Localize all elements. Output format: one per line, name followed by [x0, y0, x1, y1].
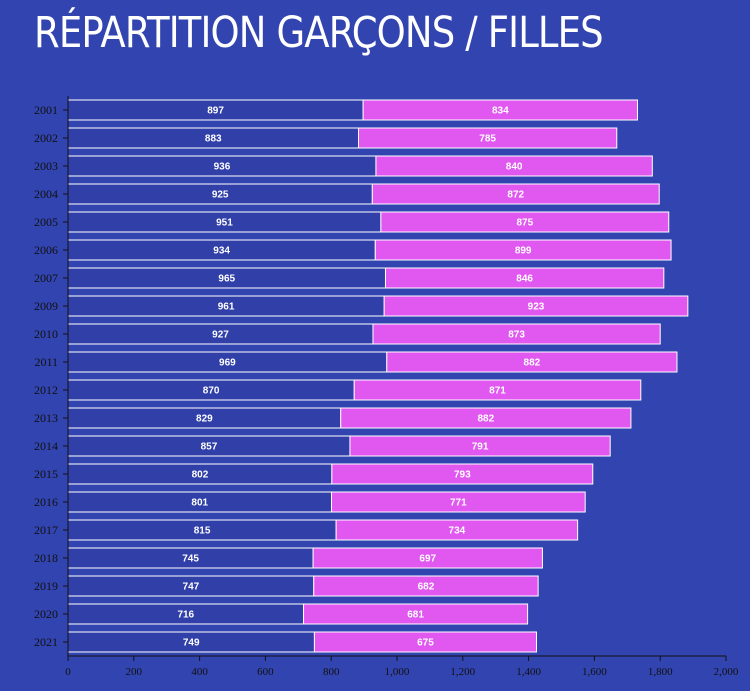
y-tick-label: 2006	[34, 243, 58, 257]
bar-filles-2019	[313, 575, 539, 597]
data-label-filles-2013: 882	[477, 414, 494, 425]
page-title: RÉPARTITION GARÇONS / FILLES	[34, 8, 604, 58]
data-label-filles-2002: 785	[479, 134, 496, 145]
data-label-garcons-2017: 815	[194, 526, 211, 537]
y-tick-label: 2001	[34, 103, 58, 117]
bar-filles-2021	[313, 631, 537, 653]
data-label-garcons-2021: 749	[183, 638, 200, 649]
bar-filles-2009	[383, 295, 689, 317]
data-label-filles-2015: 793	[454, 470, 471, 481]
y-tick-label: 2010	[34, 327, 58, 341]
y-tick-label: 2018	[34, 551, 58, 565]
data-label-garcons-2015: 802	[192, 470, 209, 481]
bar-filles-2014	[349, 435, 611, 457]
x-tick-label: 2,000	[714, 666, 739, 678]
y-tick-label: 2007	[34, 271, 58, 285]
data-label-garcons-2006: 934	[213, 246, 230, 257]
y-tick-label: 2020	[34, 607, 58, 621]
bar-filles-2003	[375, 155, 653, 177]
data-label-garcons-2014: 857	[201, 442, 218, 453]
bar-filles-2017	[335, 519, 579, 541]
data-label-filles-2005: 875	[516, 218, 533, 229]
data-label-garcons-2009: 961	[218, 302, 235, 313]
bar-filles-2010	[372, 323, 661, 345]
data-label-filles-2003: 840	[506, 162, 523, 173]
bar-filles-2015	[331, 463, 594, 485]
data-label-filles-2006: 899	[515, 246, 532, 257]
y-tick-label: 2016	[34, 495, 58, 509]
data-label-garcons-2007: 965	[218, 274, 235, 285]
data-label-filles-2019: 682	[418, 582, 435, 593]
data-label-filles-2001: 834	[492, 106, 509, 117]
data-labels-group: 897 834 883 785 936 840 925 872 951 875 934 899 965 8…	[177, 106, 544, 649]
bar-filles-2016	[331, 491, 586, 513]
data-label-garcons-2001: 897	[207, 106, 224, 117]
x-tick-label: 200	[126, 666, 143, 678]
y-tick-label: 2017	[34, 523, 58, 537]
y-tick-label: 2009	[34, 299, 58, 313]
x-tick-label: 1,800	[648, 666, 673, 678]
data-label-garcons-2005: 951	[216, 218, 233, 229]
x-tick-label: 800	[323, 666, 340, 678]
x-tick-label: 1,000	[385, 666, 410, 678]
data-label-filles-2014: 791	[472, 442, 489, 453]
y-tick-label: 2011	[34, 355, 58, 369]
data-label-garcons-2019: 747	[183, 582, 200, 593]
data-label-filles-2018: 697	[419, 554, 436, 565]
x-tick-label: 600	[257, 666, 274, 678]
data-label-filles-2009: 923	[528, 302, 545, 313]
y-tick-label: 2012	[34, 383, 58, 397]
y-tick-label: 2015	[34, 467, 58, 481]
x-tick-label: 1,200	[450, 666, 475, 678]
bar-filles-2020	[303, 603, 529, 625]
x-tick-label: 400	[191, 666, 208, 678]
data-label-garcons-2018: 745	[182, 554, 199, 565]
bar-filles-2001	[362, 99, 638, 121]
data-label-garcons-2013: 829	[196, 414, 213, 425]
y-tick-label: 2019	[34, 579, 58, 593]
data-label-filles-2017: 734	[449, 526, 466, 537]
data-label-garcons-2004: 925	[212, 190, 229, 201]
bar-filles-2012	[353, 379, 642, 401]
y-tick-label: 2002	[34, 131, 58, 145]
bars-group	[67, 99, 689, 653]
data-label-garcons-2002: 883	[205, 134, 222, 145]
data-label-filles-2011: 882	[524, 358, 541, 369]
bar-filles-2011	[386, 351, 678, 373]
bar-filles-2006	[374, 239, 672, 261]
y-tick-label: 2013	[34, 411, 58, 425]
data-label-garcons-2010: 927	[212, 330, 229, 341]
y-tick-label: 2014	[34, 439, 58, 453]
y-axis: 2001 2002 2003 2004 2005 2006 2007 2009 2010 2011…	[34, 96, 69, 656]
data-label-filles-2012: 871	[489, 386, 506, 397]
data-label-garcons-2011: 969	[219, 358, 236, 369]
data-label-filles-2016: 771	[450, 498, 467, 509]
data-label-filles-2010: 873	[508, 330, 525, 341]
data-label-filles-2004: 872	[507, 190, 524, 201]
data-label-garcons-2020: 716	[177, 610, 194, 621]
bar-filles-2005	[380, 211, 670, 233]
bar-filles-2002	[358, 127, 618, 149]
x-axis: 0 200 400 600 800 1,000 1,200 1,400 1,600 1,800 2,…	[65, 655, 739, 678]
x-tick-label: 0	[65, 666, 71, 678]
bar-filles-2013	[340, 407, 632, 429]
bar-filles-2007	[384, 267, 665, 289]
bar-filles-2004	[371, 183, 660, 205]
y-tick-label: 2021	[34, 635, 58, 649]
data-label-filles-2020: 681	[407, 610, 424, 621]
y-tick-label: 2005	[34, 215, 58, 229]
y-tick-label: 2004	[34, 187, 58, 201]
data-label-filles-2021: 675	[417, 638, 434, 649]
y-tick-label: 2003	[34, 159, 58, 173]
data-label-filles-2007: 846	[516, 274, 533, 285]
bar-filles-2018	[312, 547, 543, 569]
x-tick-label: 1,400	[516, 666, 541, 678]
data-label-garcons-2012: 870	[203, 386, 220, 397]
data-label-garcons-2016: 801	[191, 498, 208, 509]
x-tick-label: 1,600	[582, 666, 607, 678]
data-label-garcons-2003: 936	[214, 162, 231, 173]
